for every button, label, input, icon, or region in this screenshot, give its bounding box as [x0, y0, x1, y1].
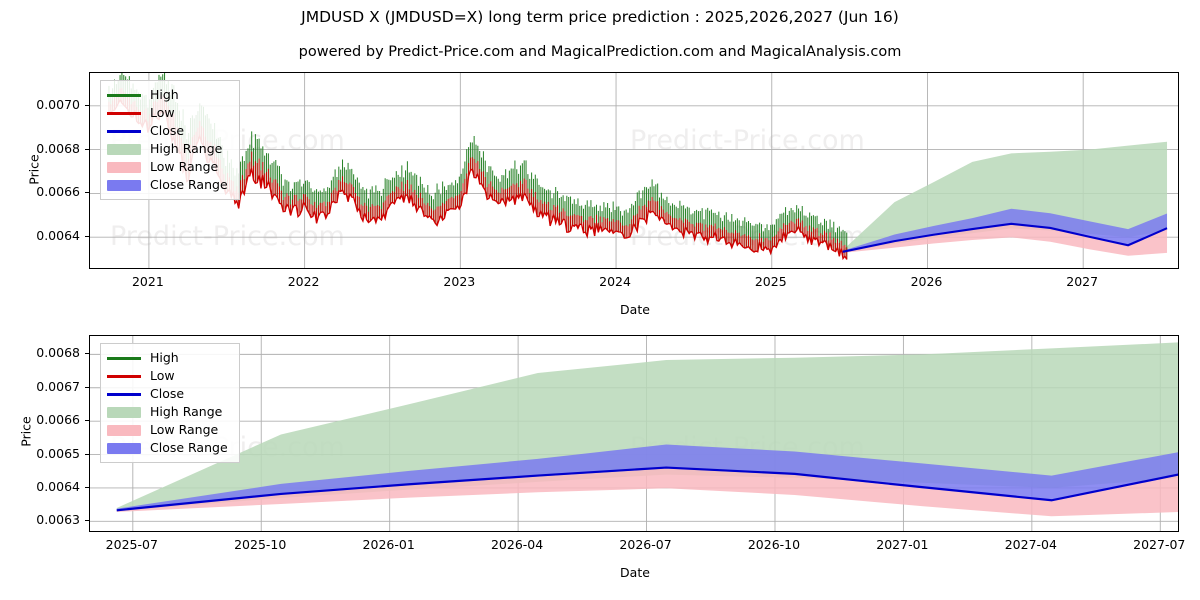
y-tick-mark	[85, 453, 89, 455]
legend-label: Low Range	[150, 159, 219, 174]
y-tick-label: 0.0068	[36, 140, 80, 156]
y-tick-mark	[85, 148, 89, 150]
x-tick-label: 2026-04	[490, 537, 544, 552]
legend-label: High	[150, 350, 179, 365]
x-tick-label: 2025-10	[234, 537, 287, 552]
legend-item-close[interactable]: Close	[107, 385, 231, 403]
y-tick-mark	[85, 353, 89, 355]
legend-label: Close Range	[150, 177, 228, 192]
x-tick-label: 2026	[910, 274, 943, 289]
x-tick-label: 2027-04	[1004, 537, 1057, 552]
top-chart-plot-area[interactable]: Predict-Price.com Predict-Price.com Pred…	[89, 72, 1179, 269]
legend-label: High Range	[150, 141, 223, 156]
legend-swatch-high-icon	[107, 356, 141, 360]
legend-label: High	[150, 87, 179, 102]
y-tick-mark	[85, 386, 89, 388]
legend-item-low[interactable]: Low	[107, 367, 231, 385]
x-tick-label: 2026-10	[747, 537, 801, 552]
legend-item-high-range[interactable]: High Range	[107, 403, 231, 421]
legend-swatch-close-icon	[107, 392, 141, 396]
x-tick-label: 2024	[599, 274, 631, 289]
legend-label: Close Range	[150, 440, 228, 455]
y-tick-mark	[85, 520, 89, 522]
top-chart-x-axis-label: Date	[620, 302, 650, 317]
top-chart-svg	[90, 73, 1178, 268]
x-tick-label: 2026-01	[362, 537, 415, 552]
x-tick-label: 2026-07	[619, 537, 672, 552]
y-tick-label: 0.0067	[36, 378, 80, 394]
legend-swatch-low-icon	[107, 374, 141, 378]
legend-swatch-low-range-icon	[107, 424, 141, 436]
legend-item-close-range[interactable]: Close Range	[107, 439, 231, 457]
y-tick-label: 0.0070	[36, 96, 80, 112]
legend-swatch-close-range-icon	[107, 179, 141, 191]
y-tick-label: 0.0066	[36, 412, 80, 428]
y-tick-label: 0.0064	[36, 478, 80, 494]
top-chart-legend[interactable]: High Low Close High Range Low Range Close Ran…	[100, 80, 240, 200]
y-tick-mark	[85, 192, 89, 194]
y-tick-mark	[85, 236, 89, 238]
legend-item-low-range[interactable]: Low Range	[107, 421, 231, 439]
legend-swatch-close-range-icon	[107, 442, 141, 454]
legend-swatch-high-icon	[107, 93, 141, 97]
legend-swatch-close-icon	[107, 129, 141, 133]
x-tick-label: 2027-01	[876, 537, 929, 552]
x-tick-label: 2022	[287, 274, 320, 289]
legend-item-close-range[interactable]: Close Range	[107, 176, 231, 194]
page-subtitle: powered by Predict-Price.com and Magical…	[298, 44, 902, 60]
y-tick-label: 0.0066	[36, 184, 80, 200]
bottom-chart-x-axis-label: Date	[620, 565, 650, 580]
y-tick-mark	[85, 104, 89, 106]
bottom-chart-legend[interactable]: High Low Close High Range Low Range Close Ran…	[100, 343, 240, 463]
legend-item-low-range[interactable]: Low Range	[107, 158, 231, 176]
legend-label: High Range	[150, 404, 223, 419]
y-tick-mark	[85, 420, 89, 422]
legend-swatch-low-range-icon	[107, 161, 141, 173]
bottom-chart-svg	[90, 336, 1178, 531]
y-tick-label: 0.0064	[36, 228, 80, 244]
x-tick-label: 2025	[754, 274, 787, 289]
legend-label: Low	[150, 368, 175, 383]
y-tick-label: 0.0065	[36, 445, 80, 461]
y-tick-mark	[85, 486, 89, 488]
y-tick-label: 0.0068	[36, 345, 80, 361]
legend-item-high[interactable]: High	[107, 86, 231, 104]
legend-item-close[interactable]: Close	[107, 122, 231, 140]
x-tick-label: 2027	[1066, 274, 1099, 289]
page-title: JMDUSD X (JMDUSD=X) long term price pred…	[301, 8, 899, 26]
legend-swatch-high-range-icon	[107, 143, 141, 155]
legend-label: Low	[150, 105, 175, 120]
x-tick-label: 2023	[443, 274, 476, 289]
bottom-chart-plot-area[interactable]: Predict-Price.com Predict-Price.com	[89, 335, 1179, 532]
legend-item-low[interactable]: Low	[107, 104, 231, 122]
legend-swatch-high-range-icon	[107, 406, 141, 418]
y-tick-label: 0.0063	[36, 512, 80, 528]
legend-label: Close	[150, 123, 185, 138]
legend-swatch-low-icon	[107, 111, 141, 115]
legend-label: Close	[150, 386, 185, 401]
x-tick-label: 2025-07	[105, 537, 158, 552]
legend-label: Low Range	[150, 422, 219, 437]
legend-item-high[interactable]: High	[107, 349, 231, 367]
legend-item-high-range[interactable]: High Range	[107, 140, 231, 158]
x-tick-label: 2027-07	[1133, 537, 1186, 552]
x-tick-label: 2021	[131, 274, 164, 289]
